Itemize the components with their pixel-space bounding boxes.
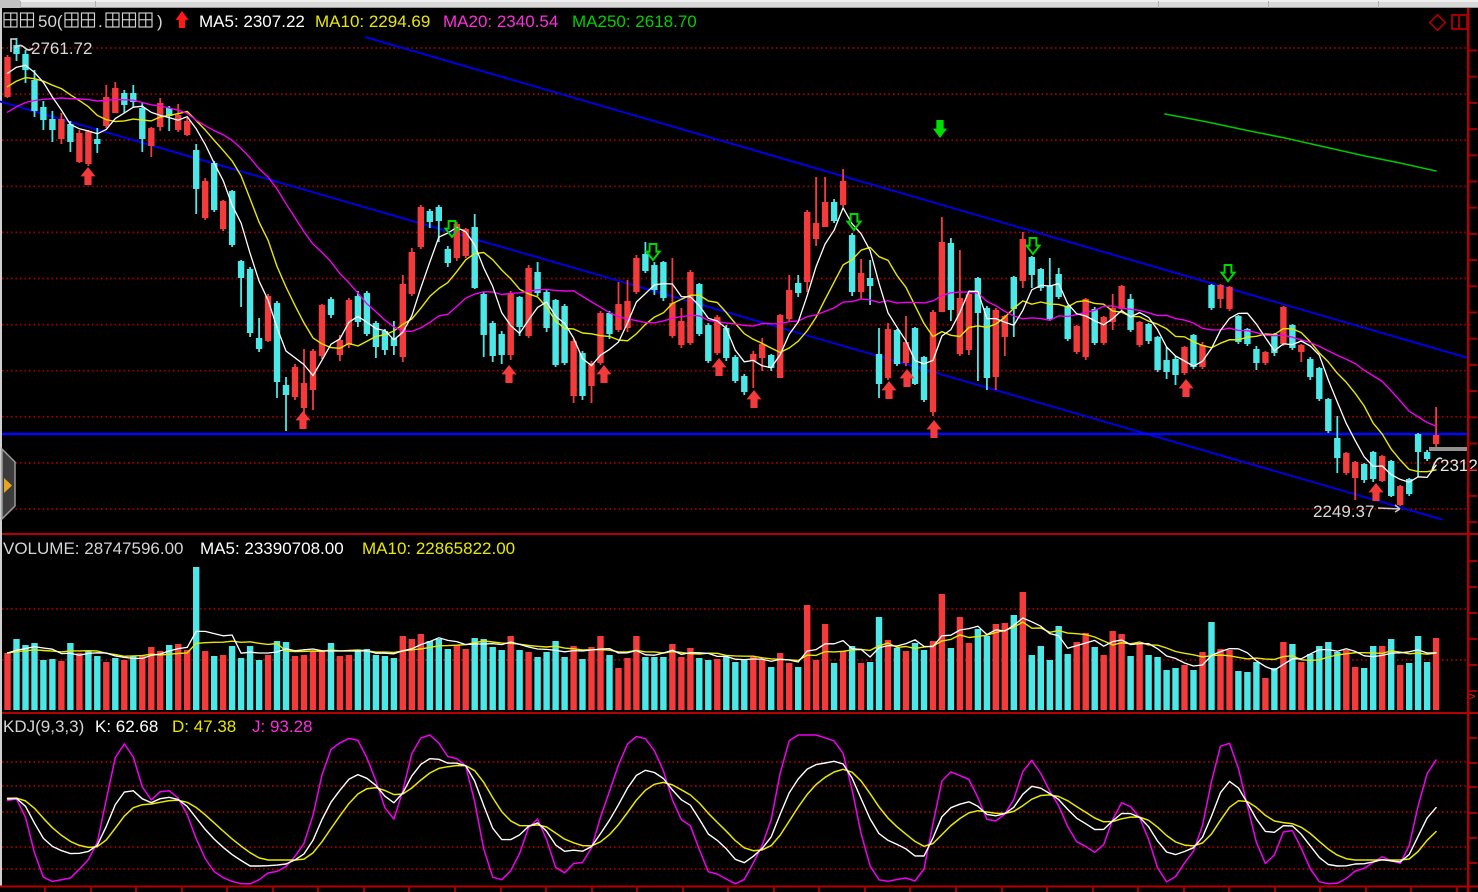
svg-text:>: > [1469, 691, 1475, 703]
svg-text:.: . [98, 12, 103, 31]
svg-text:MA250: 2618.70: MA250: 2618.70 [572, 12, 697, 31]
svg-text:2761.72: 2761.72 [31, 39, 92, 58]
svg-text:MA10: 2294.69: MA10: 2294.69 [315, 12, 430, 31]
svg-text:MA5: 23390708.00: MA5: 23390708.00 [200, 539, 344, 558]
svg-text:MA5: 2307.22: MA5: 2307.22 [199, 12, 305, 31]
svg-text:KDJ(9,3,3): KDJ(9,3,3) [3, 717, 84, 736]
svg-text:VOLUME: 28747596.00: VOLUME: 28747596.00 [3, 539, 184, 558]
svg-text:MA10: 22865822.00: MA10: 22865822.00 [362, 539, 515, 558]
svg-text:D: 47.38: D: 47.38 [172, 717, 236, 736]
svg-text:2249.37: 2249.37 [1313, 502, 1374, 521]
svg-text:): ) [157, 12, 163, 31]
svg-text:K: 62.68: K: 62.68 [95, 717, 158, 736]
svg-text:2312: 2312 [1440, 456, 1478, 475]
svg-text:J: 93.28: J: 93.28 [252, 717, 313, 736]
svg-text:50(: 50( [38, 12, 63, 31]
svg-text:MA20: 2340.54: MA20: 2340.54 [443, 12, 558, 31]
